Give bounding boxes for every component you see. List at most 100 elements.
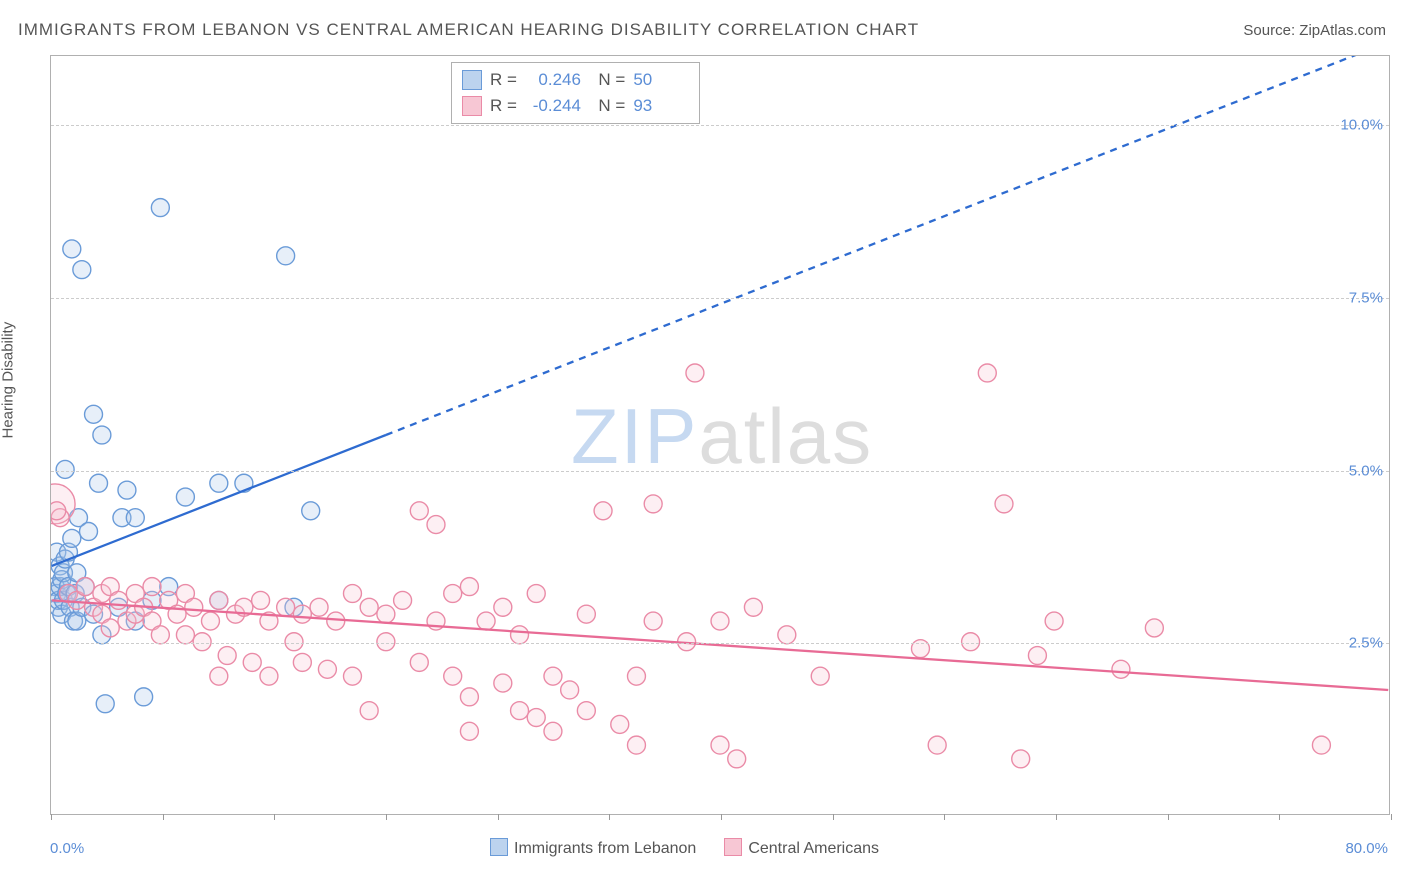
watermark: ZIPatlas (571, 391, 873, 482)
scatter-point (928, 736, 946, 754)
watermark-zip: ZIP (571, 392, 698, 480)
scatter-point (76, 578, 94, 596)
gridline-h (51, 643, 1389, 644)
scatter-point (68, 564, 86, 582)
scatter-point (511, 702, 529, 720)
scatter-point (1012, 750, 1030, 768)
scatter-point (377, 605, 395, 623)
scatter-point (76, 578, 94, 596)
legend-r-value: 0.246 (525, 70, 581, 90)
scatter-point (54, 591, 72, 609)
scatter-point (327, 612, 345, 630)
x-tick-mark (386, 814, 387, 820)
scatter-point (118, 612, 136, 630)
scatter-point (577, 605, 595, 623)
scatter-point (126, 585, 144, 603)
scatter-point (126, 612, 144, 630)
scatter-point (53, 571, 71, 589)
scatter-point (93, 585, 111, 603)
scatter-point (113, 509, 131, 527)
scatter-point (101, 578, 119, 596)
scatter-point (143, 612, 161, 630)
scatter-point (460, 722, 478, 740)
scatter-point (51, 484, 75, 524)
scatter-point (193, 633, 211, 651)
scatter-point (235, 474, 253, 492)
scatter-point (185, 598, 203, 616)
legend-n-value: 50 (633, 70, 689, 90)
scatter-point (90, 474, 108, 492)
scatter-point (56, 550, 74, 568)
scatter-point (218, 647, 236, 665)
trend-line (52, 600, 1388, 690)
scatter-point (1028, 647, 1046, 665)
source-credit: Source: ZipAtlas.com (1243, 22, 1386, 39)
scatter-point (54, 564, 72, 582)
scatter-point (460, 578, 478, 596)
scatter-point (728, 750, 746, 768)
scatter-point (66, 585, 84, 603)
scatter-point (160, 591, 178, 609)
legend-item-label: Central Americans (748, 840, 879, 857)
scatter-point (80, 522, 98, 540)
watermark-atlas: atlas (698, 392, 873, 480)
scatter-point (394, 591, 412, 609)
scatter-point (51, 509, 69, 527)
scatter-point (59, 578, 77, 596)
x-tick-mark (1279, 814, 1280, 820)
scatter-point (93, 426, 111, 444)
scatter-point (527, 585, 545, 603)
legend-row: R =0.246 N =50 (462, 67, 689, 93)
scatter-point (410, 502, 428, 520)
chart-svg (51, 56, 1389, 814)
scatter-point (61, 598, 79, 616)
scatter-point (962, 633, 980, 651)
scatter-point (210, 591, 228, 609)
scatter-point (1112, 660, 1130, 678)
x-tick-mark (1168, 814, 1169, 820)
scatter-point (410, 653, 428, 671)
x-tick-mark (944, 814, 945, 820)
scatter-point (93, 626, 111, 644)
gridline-h (51, 471, 1389, 472)
scatter-point (70, 509, 88, 527)
x-tick-mark (721, 814, 722, 820)
scatter-point (711, 736, 729, 754)
legend-r-value: -0.244 (525, 96, 581, 116)
scatter-point (260, 667, 278, 685)
scatter-point (243, 653, 261, 671)
gridline-h (51, 125, 1389, 126)
scatter-point (511, 626, 529, 644)
scatter-point (73, 261, 91, 279)
legend-row: R =-0.244 N =93 (462, 93, 689, 119)
scatter-point (577, 702, 595, 720)
scatter-point (711, 612, 729, 630)
scatter-point (68, 591, 86, 609)
scatter-point (811, 667, 829, 685)
scatter-point (85, 598, 103, 616)
x-tick-mark (51, 814, 52, 820)
scatter-point (644, 612, 662, 630)
scatter-point (318, 660, 336, 678)
scatter-point (51, 598, 67, 616)
source-label: Source: (1243, 22, 1295, 39)
x-tick-mark (274, 814, 275, 820)
scatter-point (285, 598, 303, 616)
legend-swatch (724, 838, 742, 856)
scatter-point (168, 605, 186, 623)
x-axis-max-label: 80.0% (1345, 840, 1388, 857)
legend-item-label: Immigrants from Lebanon (514, 840, 696, 857)
trend-line (52, 435, 386, 566)
scatter-point (343, 585, 361, 603)
scatter-point (444, 667, 462, 685)
x-axis-min-label: 0.0% (50, 840, 84, 857)
scatter-point (101, 619, 119, 637)
scatter-point (63, 240, 81, 258)
x-tick-mark (833, 814, 834, 820)
source-link[interactable]: ZipAtlas.com (1299, 22, 1386, 39)
scatter-point (460, 688, 478, 706)
scatter-point (126, 605, 144, 623)
scatter-point (126, 509, 144, 527)
scatter-point (277, 247, 295, 265)
scatter-point (68, 612, 86, 630)
